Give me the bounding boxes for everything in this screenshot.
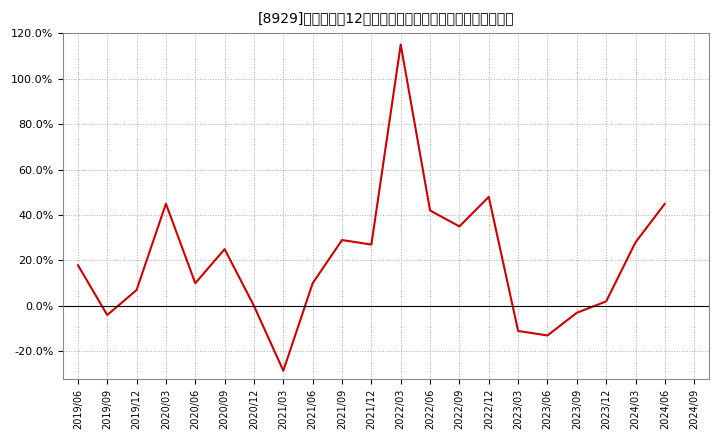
Title: [8929]　売上高の12か月移動合計の対前年同期増減率の推移: [8929] 売上高の12か月移動合計の対前年同期増減率の推移 bbox=[258, 11, 514, 25]
